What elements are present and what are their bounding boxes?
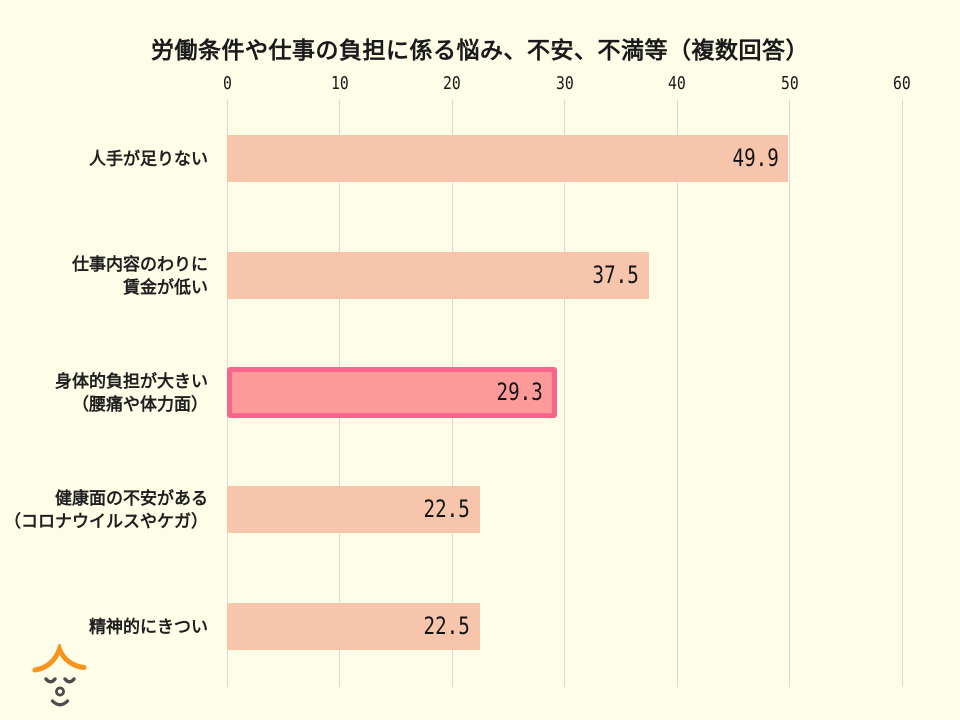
value-label: 29.3 [227, 367, 543, 418]
bar [227, 252, 649, 299]
gridline-x-40 [676, 100, 678, 687]
category-label: 仕事内容のわりに賃金が低い [0, 253, 208, 299]
x-tick-text: 60 [893, 73, 911, 94]
bar [227, 486, 481, 533]
x-tick-label-30: 30 [535, 73, 595, 94]
bar [227, 603, 481, 650]
mascot-logo [32, 644, 87, 707]
highlighted-bar [227, 367, 557, 418]
x-tick-label-20: 20 [422, 73, 482, 94]
category-label-line: 精神的にきつい [89, 617, 208, 636]
x-tick-text: 10 [330, 73, 349, 94]
x-tick-text: 30 [555, 73, 574, 94]
value-label: 22.5 [227, 603, 470, 650]
mascot-mouth-icon [50, 699, 70, 707]
category-label-line: 身体的負担が大きい [55, 371, 208, 391]
value-text: 37.5 [592, 261, 639, 289]
gridline-x-30 [564, 100, 565, 687]
x-tick-text: 20 [443, 73, 461, 94]
category-label-line: （コロナウイルスやケガ） [4, 511, 208, 531]
x-tick-text: 50 [780, 73, 799, 94]
category-label: 健康面の不安がある （コロナウイルスやケガ） [0, 487, 208, 533]
gridline-x-50 [789, 100, 790, 687]
mascot-right-eye-icon [63, 677, 76, 684]
x-tick-text: 0 [222, 73, 232, 94]
category-label: 精神的にきつい [0, 615, 208, 638]
category-label-line: 人手が足りない [89, 149, 208, 168]
x-tick-label-40: 40 [647, 73, 707, 94]
value-text: 22.5 [423, 612, 471, 640]
mascot-nose-icon [54, 686, 65, 697]
x-tick-label-0: 0 [197, 73, 257, 94]
bar [227, 135, 789, 182]
category-label: 身体的負担が大きい （腰痛や体力面） [0, 370, 208, 416]
category-label-line: 仕事内容のわりに [72, 254, 208, 274]
category-label-line: （腰痛や体力面） [72, 394, 208, 414]
value-text: 49.9 [732, 144, 779, 172]
chart-title: 労働条件や仕事の負担に係る悩み、不安、不満等（複数回答） [151, 37, 809, 63]
x-tick-text: 40 [668, 73, 686, 94]
value-label: 37.5 [227, 252, 639, 299]
x-tick-label-60: 60 [872, 73, 932, 94]
value-label: 49.9 [227, 135, 778, 182]
mascot-hair-icon [32, 644, 87, 673]
category-label: 人手が足りない [0, 147, 208, 170]
category-label-line: 健康面の不安がある [55, 488, 208, 508]
value-text: 29.3 [496, 378, 543, 406]
x-tick-label-50: 50 [760, 73, 820, 94]
category-label-line: 賃金が低い [123, 277, 208, 297]
x-tick-label-10: 10 [310, 73, 370, 94]
value-label: 22.5 [227, 486, 470, 533]
gridline-x-60 [901, 100, 903, 687]
mascot-left-eye-icon [44, 677, 57, 684]
value-text: 22.5 [423, 495, 471, 523]
